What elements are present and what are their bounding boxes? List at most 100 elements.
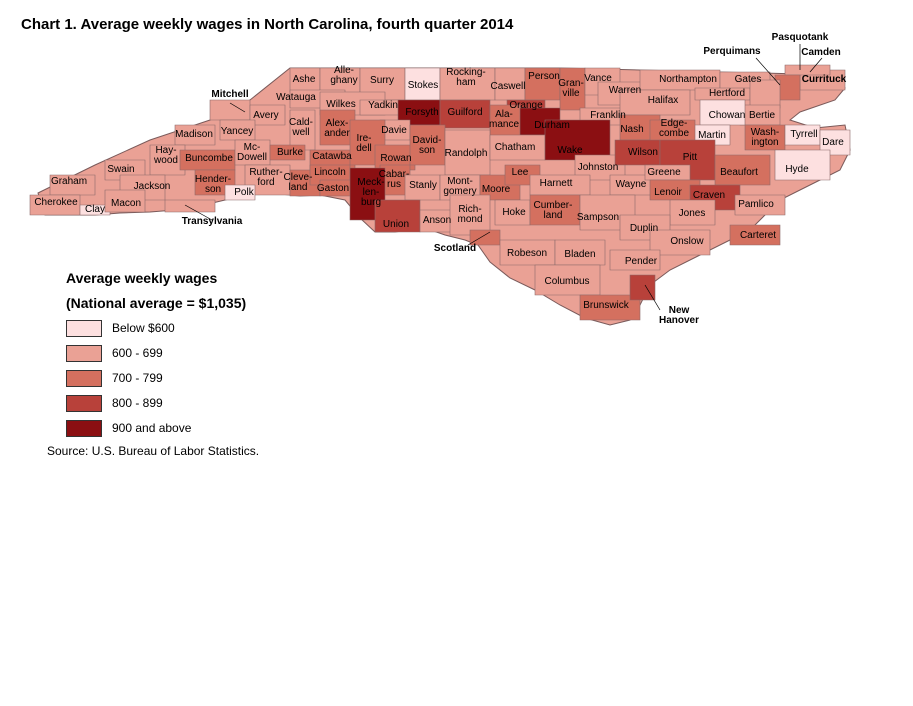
county-label: Mitchell [211,89,248,100]
county-label: Ruther-ford [249,167,282,188]
county-label: Currituck [802,74,847,85]
county-label: Gran-ville [558,78,584,99]
county-label: Edge-combe [659,118,689,139]
legend-swatch [66,320,102,337]
county-region [714,154,771,186]
county-label: Moore [482,184,511,195]
county-label: Lincoln [314,167,346,178]
county-region [269,144,306,161]
county-region [164,199,216,213]
legend-label: Below $600 [112,321,175,335]
county-region [629,274,656,301]
county-label: Cald-well [289,117,313,138]
county-label: Hoke [502,207,526,218]
county-label: Tyrrell [790,129,817,140]
legend-label: 800 - 899 [112,396,163,410]
county-label: Warren [609,85,641,96]
county-label: Transylvania [182,216,243,227]
leader-line [809,57,823,73]
county-label: Gates [735,74,762,85]
county-label: Wash-ington [751,127,780,148]
county-label: Carteret [740,230,776,241]
county-region [49,174,96,196]
county-label: Franklin [590,110,626,121]
leader-line [184,204,213,221]
county-region [784,64,831,76]
county-label: Wayne [616,179,647,190]
county-label: Alle-ghany [330,65,357,86]
county-label: Cherokee [34,197,78,208]
county-label: Lenoir [654,187,682,198]
leader-line [467,231,491,246]
leader-line [229,102,246,113]
county-region [149,144,186,176]
county-label: Cabar-rus [379,169,410,190]
county-label: Buncombe [185,153,233,164]
county-label: Rich-mond [457,204,482,225]
county-label: Yancey [221,126,254,137]
county-label: Nash [620,124,643,135]
county-label: Surry [370,75,394,86]
county-label: Burke [277,147,304,158]
county-label: Jackson [134,181,171,192]
county-label: Hyde [785,164,809,175]
county-label: Mc-Dowell [237,142,267,163]
county-label: Clay [85,204,105,215]
county-label: Caswell [490,81,525,92]
county-label: Duplin [630,223,658,234]
legend-swatch [66,420,102,437]
county-label: Bertie [749,110,776,121]
county-region [609,249,661,271]
county-label: Jones [679,208,706,219]
county-label: Watauga [276,92,316,103]
county-label: Ashe [293,74,316,85]
county-label: Hender-son [195,174,231,195]
county-region [774,149,831,181]
county-label: Cumber-land [534,200,573,221]
legend-swatch [66,345,102,362]
legend-label: 700 - 799 [112,371,163,385]
county-label: Durham [534,120,570,131]
county-label: Hay-wood [153,145,178,166]
county-label: Chatham [495,142,536,153]
county-label: Yadkin [368,100,398,111]
county-label: Ire-dell [356,133,372,154]
county-label: Dare [822,137,844,148]
county-label: Avery [253,110,278,121]
county-label: Meck-len-burg [357,177,384,208]
county-region [819,129,851,156]
county-label: Anson [423,215,451,226]
county-label: Rocking-ham [446,67,485,88]
county-label: Northampton [659,74,717,85]
county-label: Stanly [409,180,437,191]
county-label: Polk [234,187,254,198]
county-label: Columbus [544,276,589,287]
county-label: Mont-gomery [443,176,476,197]
county-label: Beaufort [720,167,758,178]
county-region [579,294,641,321]
county-label: Greene [647,167,681,178]
county-label: Onslow [670,236,704,247]
county-label: Rowan [380,153,411,164]
county-label: Sampson [577,212,619,223]
county-region [104,189,146,213]
county-region [224,184,256,201]
county-label: Brunswick [583,300,630,311]
county-label: Cleve-land [284,172,313,193]
county-label: Wake [557,145,583,156]
county-label: Robeson [507,248,547,259]
county-region [249,104,286,126]
county-label: Macon [111,198,141,209]
county-label: Halifax [648,95,679,106]
county-label: Pasquotank [772,32,829,43]
county-label: Pamlico [738,199,774,210]
county-region [174,124,216,146]
source-note: Source: U.S. Bureau of Labor Statistics. [47,444,260,458]
legend-label: 600 - 699 [112,346,163,360]
county-label: Catawba [312,151,352,162]
county-label: Hertford [709,88,745,99]
county-label: Vance [584,73,612,84]
county-label: Gaston [317,183,349,194]
county-label: Martin [698,130,726,141]
